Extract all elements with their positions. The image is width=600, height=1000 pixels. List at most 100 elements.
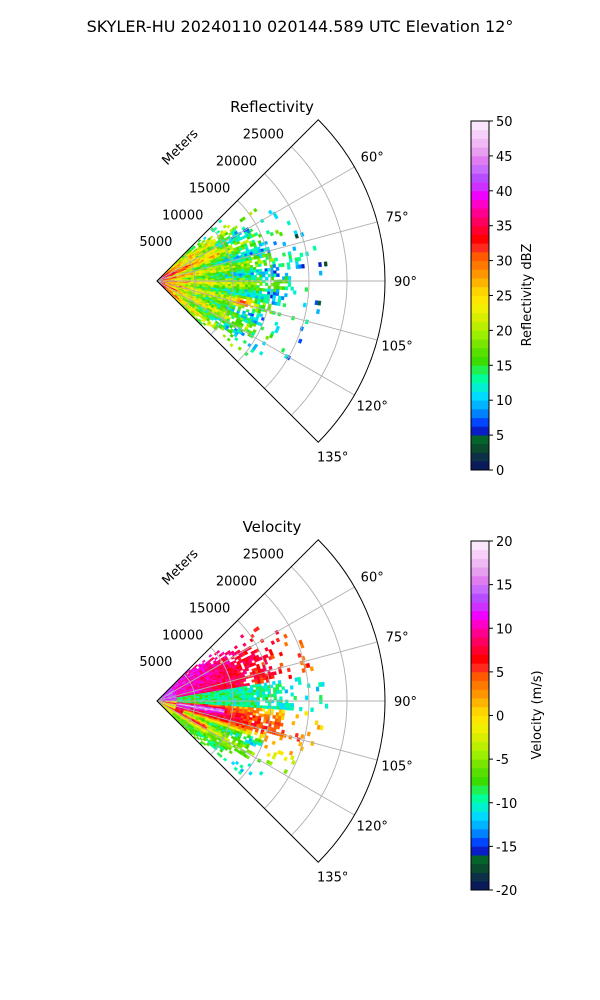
field-cell — [259, 313, 264, 318]
field-cell — [274, 229, 280, 235]
field-cell — [320, 681, 325, 687]
colorbar-swatch — [471, 225, 489, 235]
colorbar-swatch — [471, 408, 489, 419]
field-cell — [256, 287, 260, 292]
colorbar-swatch — [471, 260, 489, 270]
field-cell — [295, 714, 300, 719]
colorbar-swatch — [471, 698, 489, 708]
field-cell — [251, 751, 256, 756]
field-cell — [229, 343, 234, 348]
colorbar-swatch — [471, 400, 489, 410]
range-tick-label: 10000 — [162, 208, 203, 223]
field-cell — [226, 224, 231, 229]
field-cell — [233, 645, 239, 650]
colorbar-tick-label: 20 — [496, 535, 513, 550]
field-cell — [261, 708, 266, 712]
field-cell — [239, 277, 243, 281]
colorbar-tick-label: 5 — [496, 666, 504, 681]
field-cell — [247, 275, 252, 279]
field-cell — [290, 703, 295, 708]
field-cell — [262, 696, 266, 701]
field-cell — [258, 707, 263, 712]
colorbar-swatch — [471, 732, 489, 743]
colorbar-swatch — [471, 417, 489, 427]
field-cell — [281, 706, 286, 711]
field-cell — [256, 702, 260, 706]
field-cell — [250, 689, 254, 694]
field-cell — [250, 697, 255, 701]
field-cell — [239, 695, 243, 699]
field-cell — [284, 702, 289, 707]
field-cell — [210, 656, 215, 661]
velocity-field — [156, 626, 329, 776]
velocity-ticks: 5000 10000 15000 20000 25000 60° 75° 90° 105° 120… — [139, 548, 417, 886]
field-cell — [289, 685, 294, 690]
field-cell — [250, 704, 255, 709]
field-cell — [256, 705, 260, 709]
field-cell — [222, 333, 227, 339]
colorbar-swatch — [471, 584, 489, 594]
field-cell — [276, 273, 280, 278]
field-cell — [236, 693, 240, 697]
colorbar-swatch — [471, 549, 489, 559]
colorbar-swatch — [471, 567, 489, 577]
colorbar-swatch — [471, 243, 489, 253]
field-cell — [205, 278, 209, 281]
field-cell — [281, 712, 285, 717]
colorbar-swatch — [471, 461, 489, 471]
field-cell — [247, 692, 252, 696]
field-cell — [244, 286, 249, 290]
field-cell — [222, 757, 228, 762]
colorbar-swatch — [471, 802, 489, 812]
field-cell — [210, 278, 215, 281]
field-cell — [250, 274, 255, 278]
azimuth-tick-label: 60° — [361, 571, 384, 586]
field-cell — [202, 742, 207, 746]
field-cell — [205, 322, 210, 327]
field-cell — [259, 705, 263, 709]
field-cell — [256, 697, 260, 701]
field-cell — [233, 766, 239, 772]
field-cell — [264, 282, 269, 287]
field-cell — [259, 274, 263, 278]
field-cell — [222, 224, 227, 229]
field-cell — [275, 266, 280, 271]
colorbar-swatch — [471, 741, 489, 751]
field-cell — [242, 642, 247, 647]
field-cell — [262, 694, 266, 698]
field-cell — [236, 695, 240, 699]
field-cell — [263, 262, 268, 267]
colorbar-swatch — [471, 208, 489, 218]
field-cell — [318, 270, 323, 276]
field-cell — [236, 275, 240, 279]
field-cell — [239, 702, 243, 705]
field-cell — [228, 701, 232, 705]
field-cell — [253, 284, 257, 289]
colorbar-swatch — [471, 671, 489, 682]
field-cell — [252, 322, 257, 328]
colorbar-swatch — [471, 855, 489, 865]
field-cell — [259, 279, 263, 283]
field-cell — [282, 279, 286, 284]
field-cell — [226, 337, 231, 342]
field-cell — [259, 694, 263, 698]
sector-frame — [156, 539, 386, 863]
field-cell — [247, 697, 252, 701]
field-cell — [241, 305, 245, 309]
field-cell — [280, 716, 285, 721]
range-tick-label: 5000 — [139, 655, 172, 670]
field-cell — [283, 633, 288, 639]
colorbar-swatch — [471, 767, 489, 777]
range-tick-label: 20000 — [216, 155, 257, 170]
field-cell — [202, 236, 207, 241]
colorbar-swatch — [471, 654, 489, 664]
colorbar-swatch — [471, 575, 489, 586]
colorbar-tick-label: 25 — [496, 290, 513, 305]
field-cell — [199, 741, 204, 746]
field-cell — [271, 740, 276, 746]
field-cell — [228, 750, 233, 755]
azimuth-tick-label: 90° — [394, 695, 417, 710]
field-cell — [250, 284, 255, 289]
field-cell — [288, 674, 293, 680]
